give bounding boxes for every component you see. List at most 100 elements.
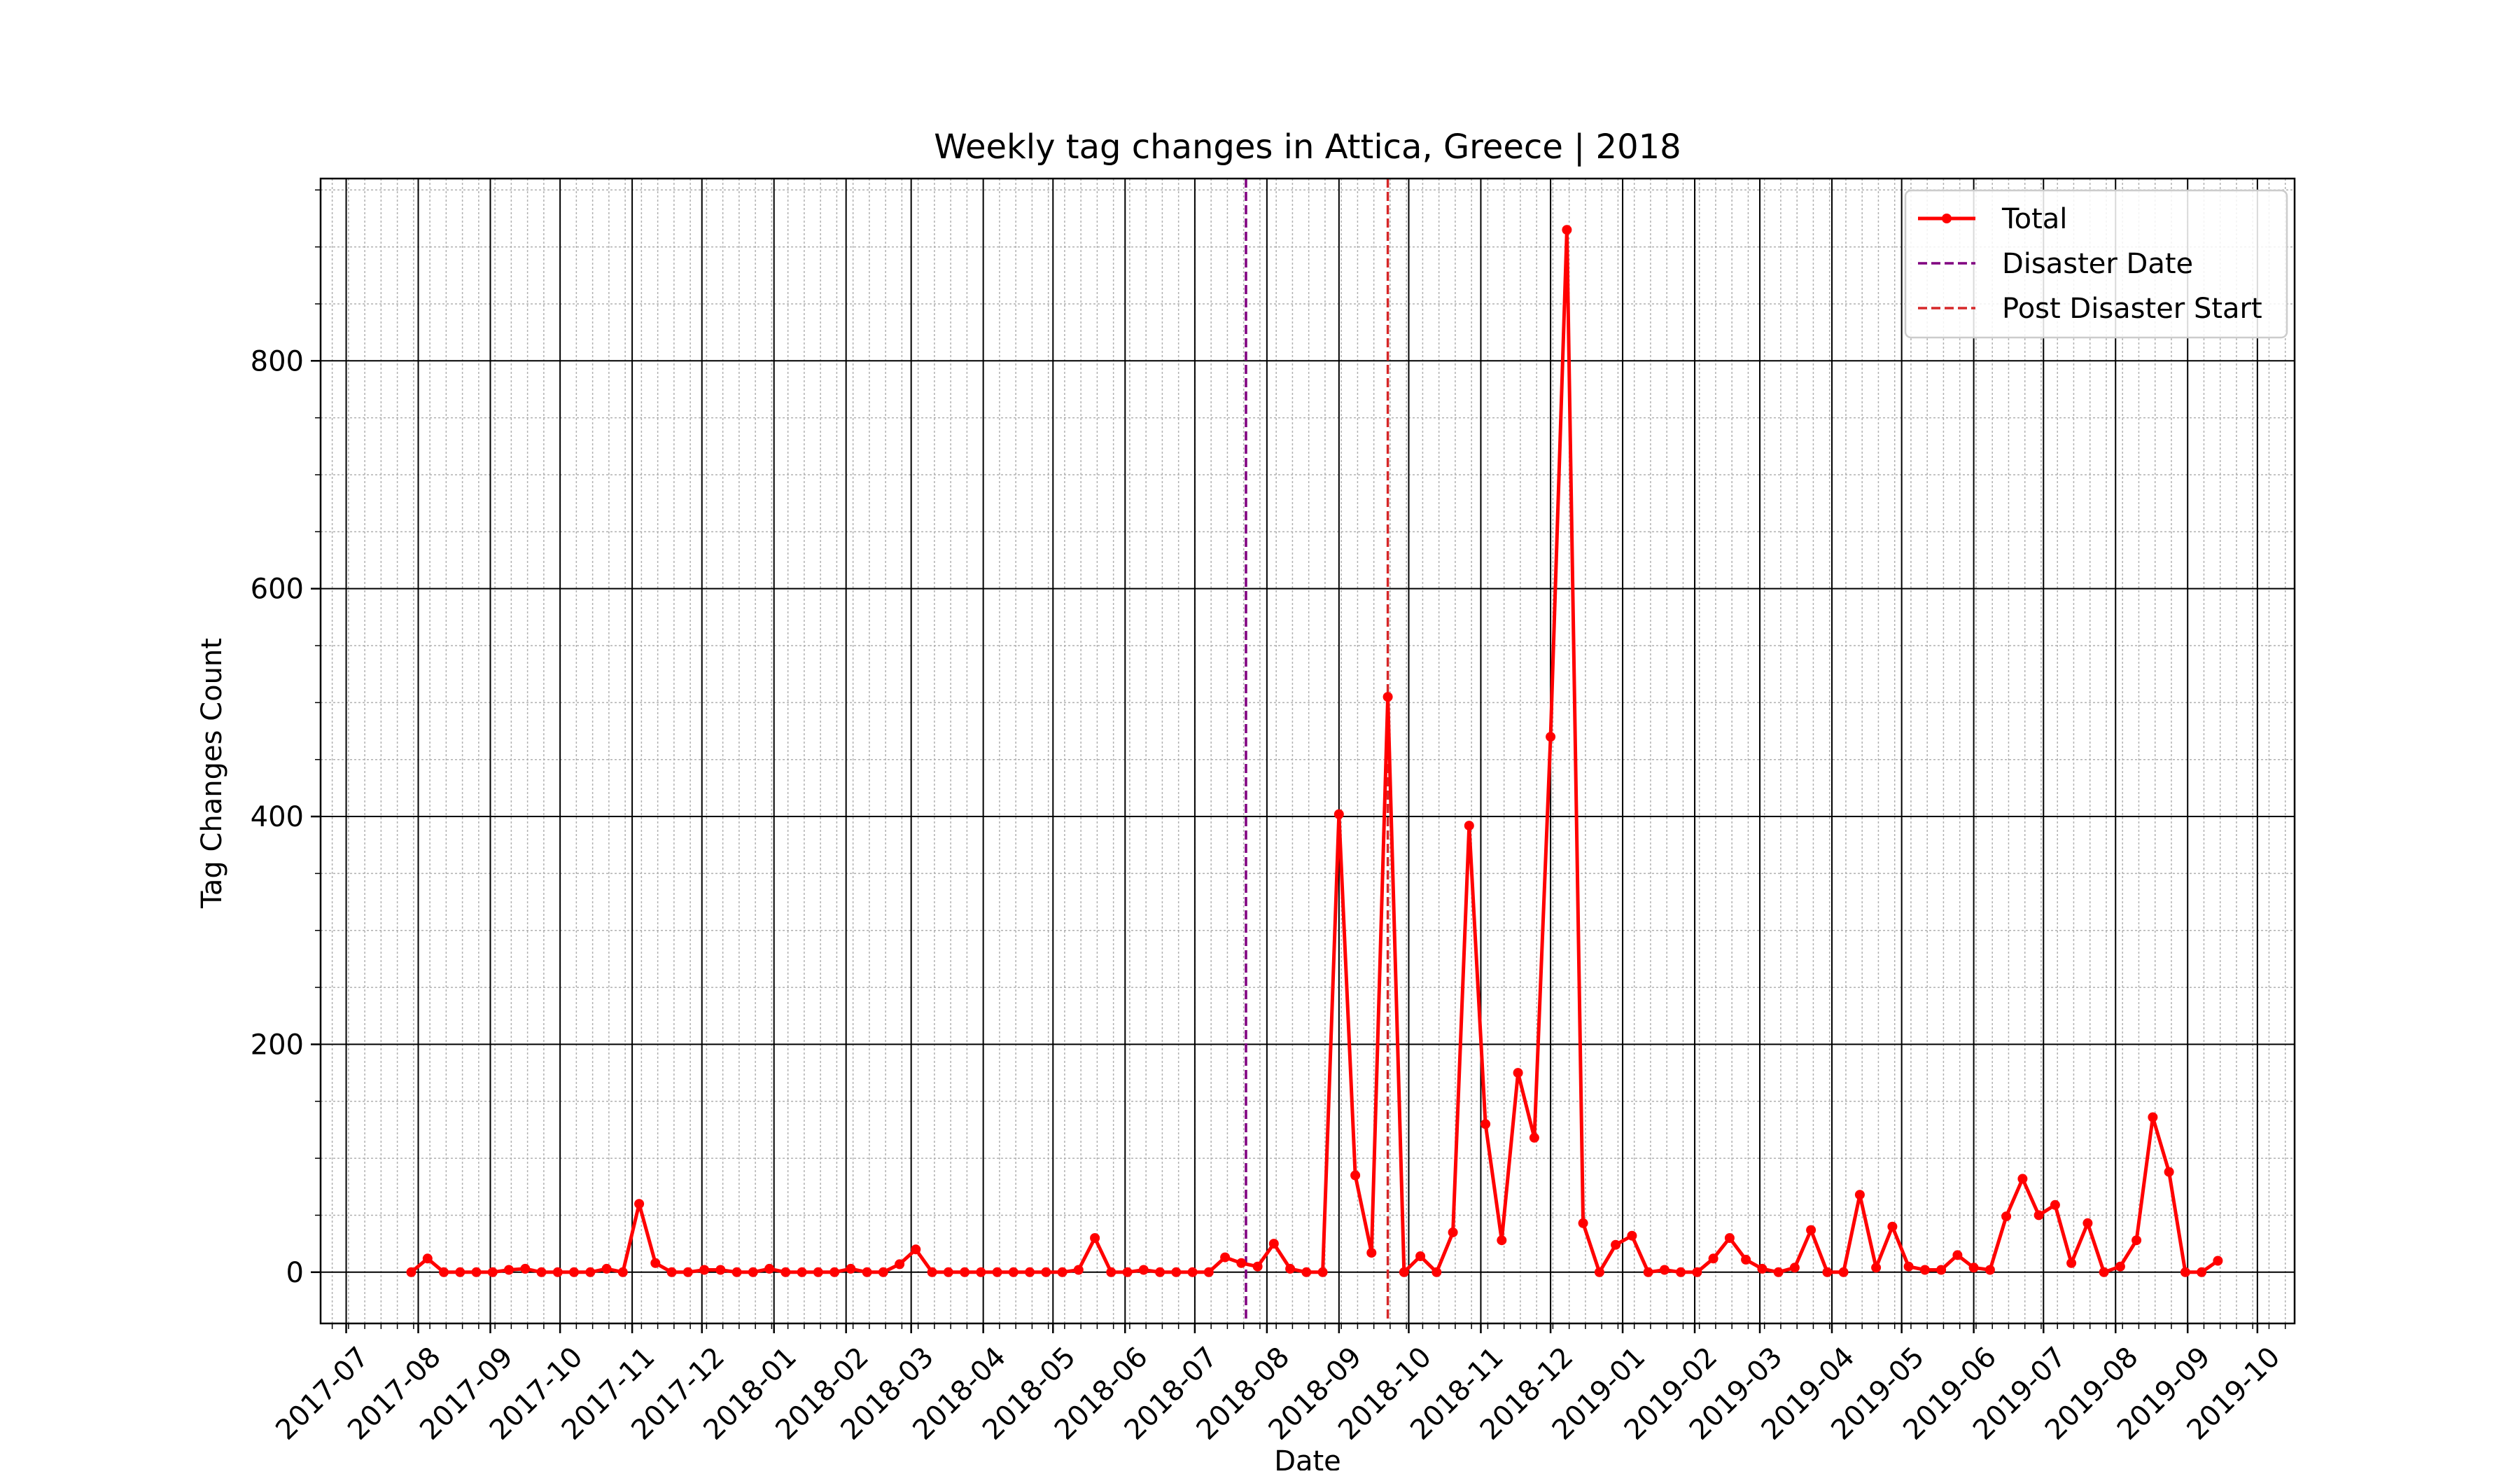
data-point (878, 1267, 888, 1277)
data-point (1806, 1225, 1816, 1235)
data-point (1268, 1239, 1279, 1249)
data-point (2001, 1211, 2012, 1222)
data-point (1529, 1132, 1539, 1143)
data-point (1008, 1267, 1018, 1277)
y-tick-labels: 0 200 400 600 800 (251, 345, 304, 1288)
data-point (2099, 1267, 2109, 1277)
data-point (1252, 1261, 1263, 1272)
data-point (1724, 1233, 1735, 1243)
legend-total-label: Total (2001, 203, 2067, 235)
y-axis-label: Tag Changes Count (196, 638, 228, 909)
y-tick-label: 600 (251, 573, 304, 606)
data-point (585, 1267, 596, 1277)
data-point (1773, 1267, 1784, 1277)
data-point (2066, 1258, 2077, 1268)
y-tick-label: 0 (286, 1257, 304, 1289)
data-point (1464, 821, 1474, 831)
data-point (1838, 1267, 1849, 1277)
data-point (1220, 1252, 1231, 1263)
data-point (1106, 1267, 1116, 1277)
data-point (1919, 1265, 1930, 1275)
data-point (1187, 1267, 1198, 1277)
data-point (1090, 1233, 1100, 1243)
y-tick-label: 400 (251, 801, 304, 833)
data-point (1415, 1251, 1426, 1261)
data-point (552, 1267, 563, 1277)
data-point (634, 1199, 645, 1209)
data-point (1822, 1267, 1833, 1277)
data-point (2115, 1261, 2125, 1272)
data-point (2082, 1218, 2093, 1228)
data-point (927, 1267, 937, 1277)
data-point (1236, 1258, 1247, 1268)
data-point (1138, 1265, 1149, 1275)
data-point (1854, 1190, 1865, 1200)
data-point (911, 1244, 921, 1255)
data-point (1546, 732, 1556, 742)
minor-grid (321, 179, 2295, 1323)
data-point (650, 1258, 661, 1268)
data-point (1936, 1265, 1947, 1275)
data-point (1122, 1267, 1133, 1277)
data-point (1334, 809, 1344, 819)
data-point (895, 1259, 905, 1270)
data-point (1382, 692, 1393, 702)
data-point (2164, 1167, 2174, 1177)
data-point (2050, 1200, 2060, 1210)
data-point (1578, 1218, 1588, 1228)
data-point (2148, 1112, 2158, 1122)
data-point (797, 1267, 807, 1277)
data-point (1366, 1248, 1377, 1258)
plot-frame (319, 177, 2296, 1325)
y-tick-label: 200 (251, 1029, 304, 1061)
data-point (1789, 1263, 1800, 1273)
data-point (487, 1267, 498, 1277)
data-point (1448, 1227, 1458, 1237)
data-point (813, 1267, 823, 1277)
data-point (1317, 1267, 1328, 1277)
series-line-total (410, 228, 2219, 1274)
data-point (1903, 1261, 1914, 1272)
data-point (2197, 1267, 2207, 1277)
data-point (504, 1265, 514, 1275)
data-point (976, 1267, 986, 1277)
data-point (699, 1265, 710, 1275)
data-point (862, 1267, 872, 1277)
data-point (960, 1267, 970, 1277)
data-point (2033, 1210, 2044, 1221)
data-point (1741, 1254, 1751, 1265)
data-point (1676, 1267, 1686, 1277)
data-point (2017, 1174, 2028, 1184)
data-point (748, 1267, 758, 1277)
data-point (569, 1267, 579, 1277)
data-point (1643, 1267, 1653, 1277)
data-point (943, 1267, 953, 1277)
data-point (1432, 1267, 1442, 1277)
data-point (992, 1267, 1002, 1277)
data-point (682, 1267, 693, 1277)
chart-title: Weekly tag changes in Attica, Greece | 2… (934, 127, 1681, 167)
data-point (455, 1267, 465, 1277)
data-point (1594, 1267, 1604, 1277)
legend: Total Disaster Date Post Disaster Start (1904, 189, 2288, 339)
data-point (1171, 1267, 1182, 1277)
data-point (1562, 225, 1572, 235)
data-point (1203, 1267, 1214, 1277)
data-point (1627, 1230, 1637, 1241)
major-grid (321, 179, 2295, 1323)
data-point (1497, 1235, 1507, 1246)
legend-post-disaster-label: Post Disaster Start (2002, 293, 2262, 325)
data-point (1611, 1239, 1621, 1250)
data-point (439, 1267, 449, 1277)
data-point (422, 1253, 433, 1264)
data-point (1692, 1267, 1702, 1277)
data-point (1041, 1267, 1051, 1277)
data-point (1871, 1263, 1882, 1273)
data-point (1025, 1267, 1035, 1277)
data-point (617, 1267, 628, 1277)
data-point (764, 1263, 775, 1274)
data-point (715, 1265, 726, 1275)
data-point (1350, 1170, 1361, 1181)
